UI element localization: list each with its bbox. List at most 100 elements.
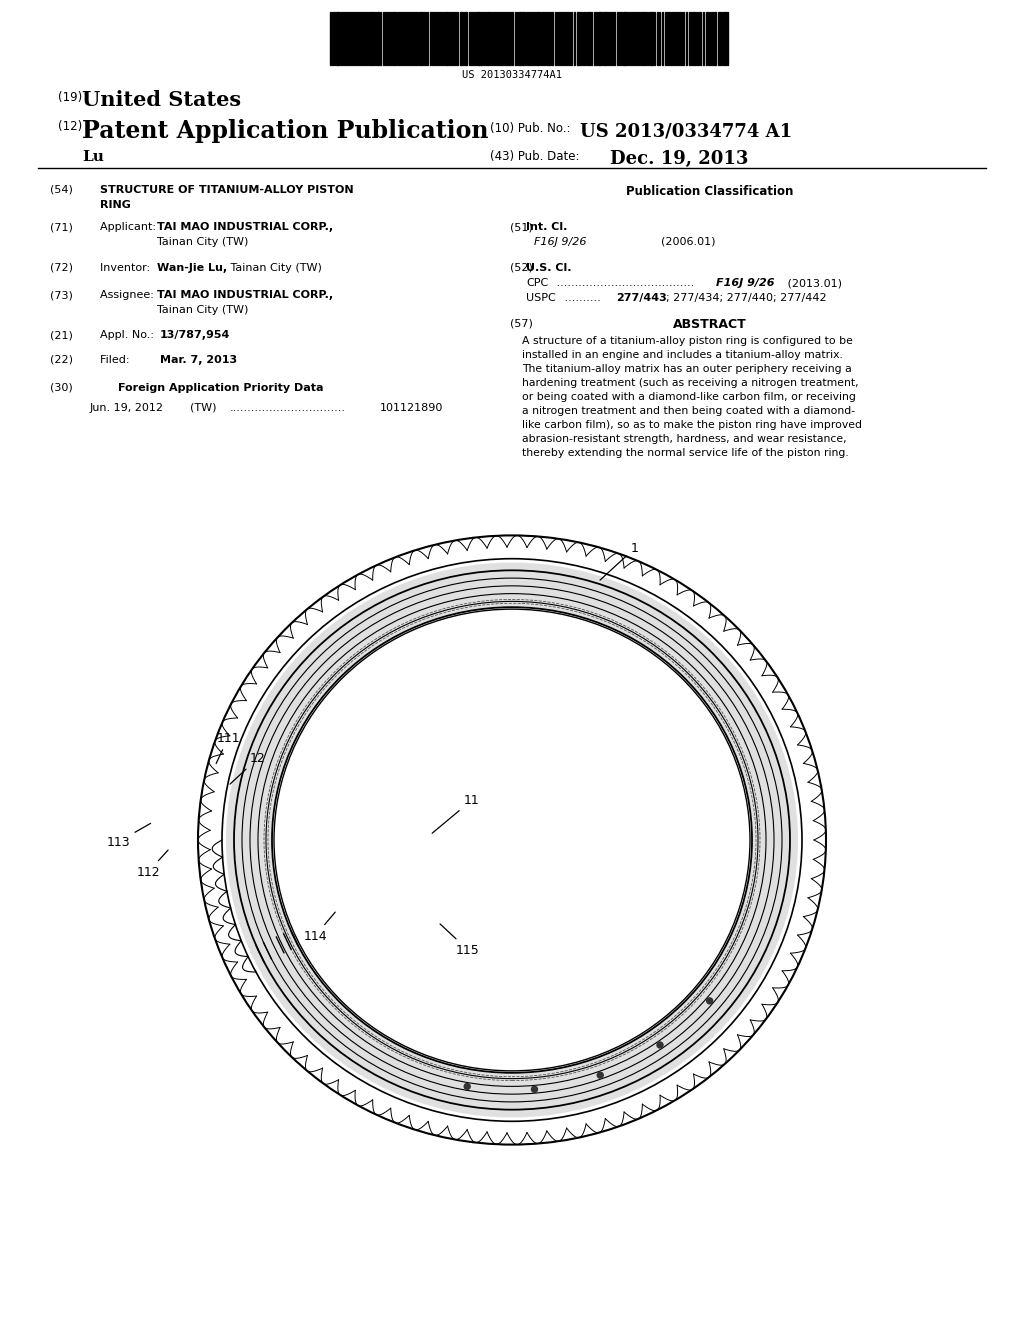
Bar	[724, 12, 726, 65]
Text: ................................: ................................	[230, 403, 346, 413]
Text: hardening treatment (such as receiving a nitrogen treatment,: hardening treatment (such as receiving a…	[522, 378, 859, 388]
Text: (43) Pub. Date:: (43) Pub. Date:	[490, 150, 580, 162]
Text: 1: 1	[600, 541, 639, 579]
Text: (12): (12)	[58, 120, 82, 133]
Text: (2006.01): (2006.01)	[626, 238, 716, 247]
Bar	[487, 12, 489, 65]
Circle shape	[707, 998, 713, 1005]
Text: Inventor:: Inventor:	[100, 263, 157, 273]
Text: Publication Classification: Publication Classification	[627, 185, 794, 198]
Text: (57): (57)	[510, 318, 532, 327]
Bar	[465, 12, 467, 65]
Bar	[522, 12, 524, 65]
Text: Tainan City (TW): Tainan City (TW)	[227, 263, 322, 273]
Text: 11: 11	[432, 793, 480, 833]
Text: 112: 112	[136, 850, 168, 879]
Bar	[519, 12, 521, 65]
Text: Applicant:: Applicant:	[100, 222, 160, 232]
Bar	[604, 12, 607, 65]
Text: (54): (54)	[50, 185, 73, 195]
Text: (52): (52)	[510, 263, 532, 273]
Bar	[577, 12, 579, 65]
Text: Patent Application Publication: Patent Application Publication	[82, 119, 488, 143]
Text: Filed:: Filed:	[100, 355, 154, 366]
Text: U.S. Cl.: U.S. Cl.	[526, 263, 571, 273]
Text: F16J 9/26: F16J 9/26	[716, 279, 774, 288]
Text: Lu: Lu	[82, 150, 103, 164]
Ellipse shape	[226, 562, 798, 1118]
Text: (51): (51)	[510, 222, 532, 232]
Text: Foreign Application Priority Data: Foreign Application Priority Data	[118, 383, 324, 393]
Bar	[446, 12, 449, 65]
Text: US 20130334774A1: US 20130334774A1	[462, 70, 562, 81]
Text: TAI MAO INDUSTRIAL CORP.,: TAI MAO INDUSTRIAL CORP.,	[157, 222, 333, 232]
Text: (30): (30)	[50, 383, 73, 393]
Text: 101121890: 101121890	[380, 403, 443, 413]
Text: RING: RING	[100, 201, 131, 210]
Text: Assignee:: Assignee:	[100, 290, 158, 300]
Text: 115: 115	[440, 924, 480, 957]
Text: United States: United States	[82, 90, 241, 110]
Circle shape	[657, 1041, 663, 1048]
Text: STRUCTURE OF TITANIUM-ALLOY PISTON: STRUCTURE OF TITANIUM-ALLOY PISTON	[100, 185, 353, 195]
Bar	[336, 12, 339, 65]
Text: abrasion-resistant strength, hardness, and wear resistance,: abrasion-resistant strength, hardness, a…	[522, 434, 847, 444]
Text: 113: 113	[106, 824, 151, 849]
Text: (TW): (TW)	[190, 403, 216, 413]
Bar	[650, 12, 653, 65]
Bar	[537, 12, 539, 65]
Text: a nitrogen treatment and then being coated with a diamond-: a nitrogen treatment and then being coat…	[522, 407, 855, 416]
Text: Wan-Jie Lu,: Wan-Jie Lu,	[157, 263, 227, 273]
Text: 13/787,954: 13/787,954	[160, 330, 230, 341]
Bar	[588, 12, 590, 65]
Text: (71): (71)	[50, 222, 73, 232]
Text: Appl. No.:: Appl. No.:	[100, 330, 158, 341]
Text: (73): (73)	[50, 290, 73, 300]
Circle shape	[464, 1084, 470, 1089]
Text: CPC: CPC	[526, 279, 548, 288]
Bar	[420, 12, 422, 65]
Text: (22): (22)	[50, 355, 73, 366]
Text: installed in an engine and includes a titanium-alloy matrix.: installed in an engine and includes a ti…	[522, 350, 843, 360]
Bar	[370, 12, 372, 65]
Text: US 2013/0334774 A1: US 2013/0334774 A1	[580, 121, 793, 140]
Text: ; 277/434; 277/440; 277/442: ; 277/434; 277/440; 277/442	[666, 293, 826, 304]
Text: 111: 111	[216, 731, 240, 763]
Text: thereby extending the normal service life of the piston ring.: thereby extending the normal service lif…	[522, 447, 849, 458]
Text: TAI MAO INDUSTRIAL CORP.,: TAI MAO INDUSTRIAL CORP.,	[157, 290, 333, 300]
Bar	[393, 12, 395, 65]
Text: ......................................: ......................................	[553, 279, 694, 288]
Text: (2013.01): (2013.01)	[784, 279, 842, 288]
Text: like carbon film), so as to make the piston ring have improved: like carbon film), so as to make the pis…	[522, 420, 862, 430]
Bar	[477, 12, 480, 65]
Text: (10) Pub. No.:: (10) Pub. No.:	[490, 121, 570, 135]
Text: USPC: USPC	[526, 293, 556, 304]
Text: ..........: ..........	[561, 293, 601, 304]
Text: Jun. 19, 2012: Jun. 19, 2012	[90, 403, 164, 413]
Text: Int. Cl.: Int. Cl.	[526, 222, 567, 232]
Text: 12: 12	[230, 751, 266, 784]
Text: (72): (72)	[50, 263, 73, 273]
Text: Tainan City (TW): Tainan City (TW)	[157, 238, 249, 247]
Bar	[598, 12, 601, 65]
Circle shape	[531, 1086, 538, 1093]
Bar	[377, 12, 379, 65]
Bar	[714, 12, 716, 65]
Text: or being coated with a diamond-like carbon film, or receiving: or being coated with a diamond-like carb…	[522, 392, 856, 403]
Ellipse shape	[187, 525, 837, 1155]
Text: The titanium-alloy matrix has an outer periphery receiving a: The titanium-alloy matrix has an outer p…	[522, 364, 852, 374]
Text: Dec. 19, 2013: Dec. 19, 2013	[610, 150, 749, 168]
Text: Tainan City (TW): Tainan City (TW)	[157, 305, 249, 315]
Ellipse shape	[272, 607, 752, 1073]
Text: F16J 9/26: F16J 9/26	[534, 238, 587, 247]
Bar	[643, 12, 645, 65]
Circle shape	[597, 1072, 603, 1078]
Text: Mar. 7, 2013: Mar. 7, 2013	[160, 355, 238, 366]
Text: 277/443: 277/443	[616, 293, 667, 304]
Text: 114: 114	[303, 912, 335, 942]
Text: (21): (21)	[50, 330, 73, 341]
Bar	[460, 12, 462, 65]
Ellipse shape	[276, 611, 748, 1069]
Text: ABSTRACT: ABSTRACT	[673, 318, 746, 331]
Text: A structure of a titanium-alloy piston ring is configured to be: A structure of a titanium-alloy piston r…	[522, 337, 853, 346]
